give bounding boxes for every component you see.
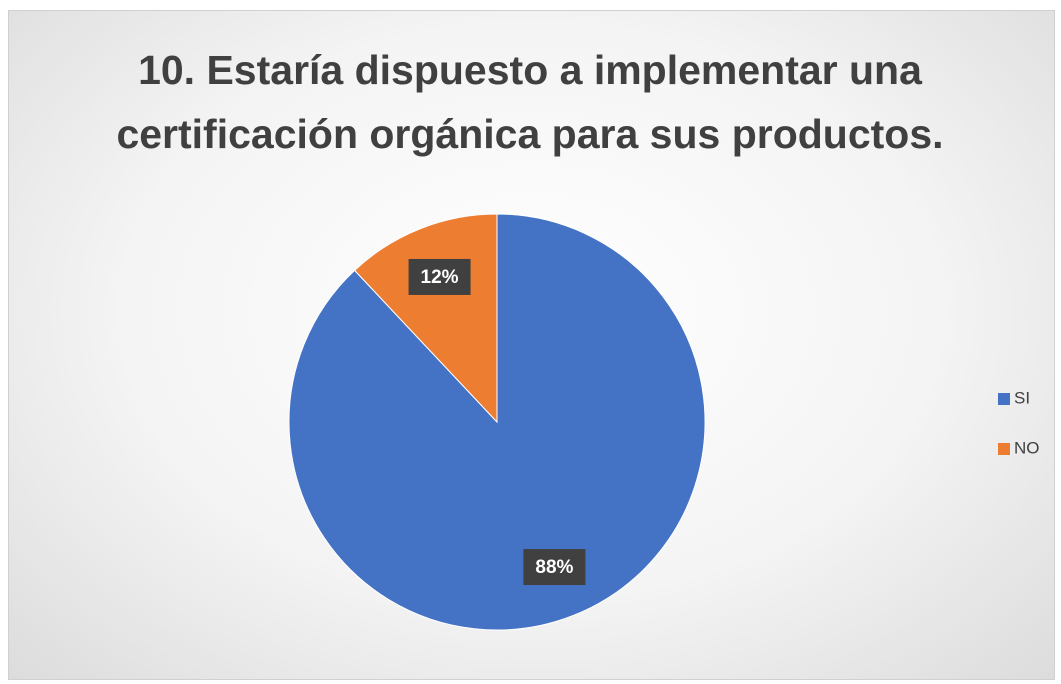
data-label: 12% bbox=[421, 267, 459, 288]
legend-swatch bbox=[998, 393, 1010, 405]
data-label-box bbox=[523, 549, 586, 586]
pie-slice bbox=[288, 213, 706, 631]
legend-label: NO bbox=[1014, 438, 1040, 457]
chart-title: 10. Estaría dispuesto a implementar una … bbox=[116, 47, 944, 157]
legend-swatch bbox=[998, 443, 1010, 455]
data-label-box bbox=[408, 258, 471, 295]
data-label: 88% bbox=[535, 557, 573, 578]
legend-label: SI bbox=[1014, 388, 1030, 407]
